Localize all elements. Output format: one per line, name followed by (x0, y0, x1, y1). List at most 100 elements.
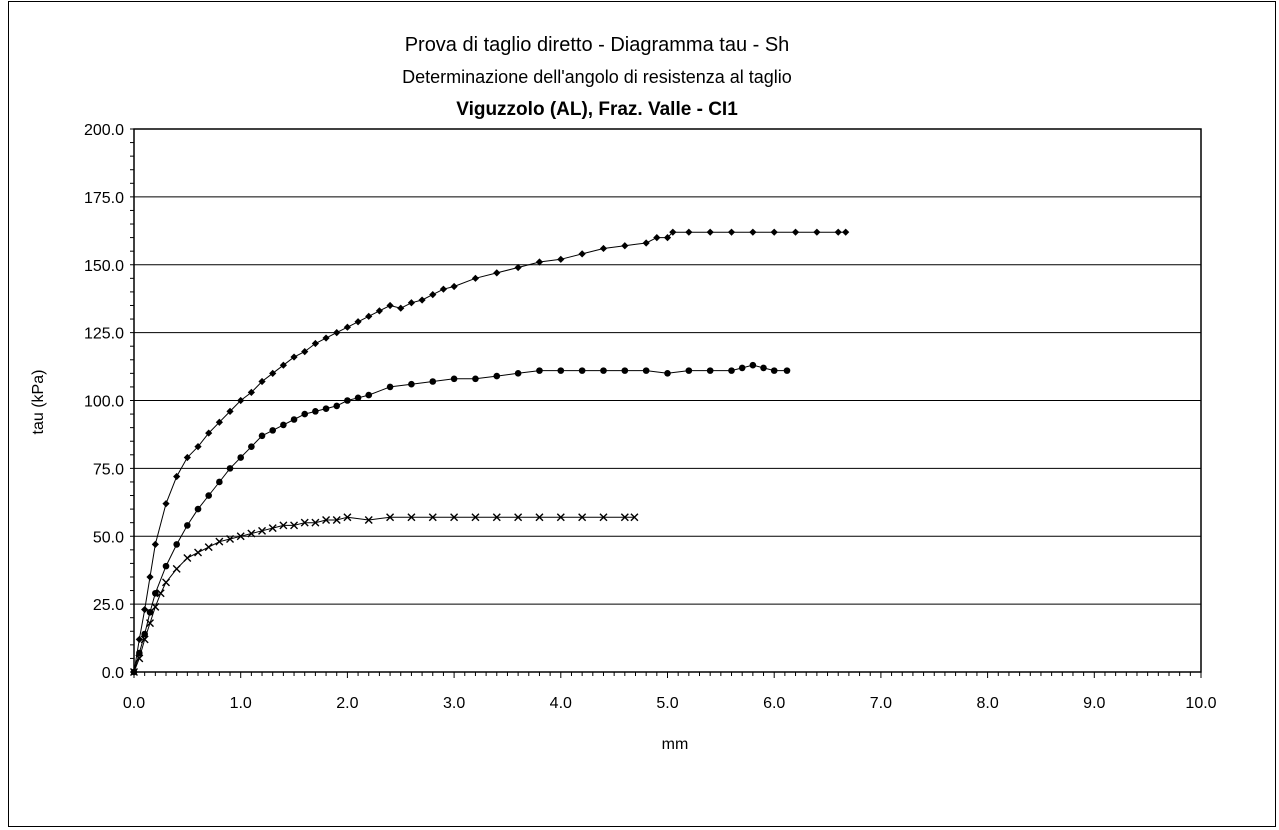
plot-area-border (133, 128, 1202, 673)
data-point (332, 515, 341, 524)
data-point (450, 282, 458, 291)
data-point (429, 378, 437, 385)
data-point (343, 513, 352, 522)
data-point (258, 432, 266, 440)
y-axis-label: tau (kPa) (30, 370, 47, 435)
data-point (842, 228, 850, 236)
data-point (813, 228, 821, 236)
series-layer (130, 228, 850, 676)
data-point (301, 410, 309, 418)
data-point (557, 367, 565, 374)
data-point (728, 367, 735, 374)
data-point (664, 370, 671, 377)
data-point (194, 548, 203, 557)
data-point (760, 364, 767, 372)
data-point (429, 291, 437, 299)
data-point (386, 383, 394, 391)
data-point (146, 608, 154, 616)
data-point (162, 578, 171, 587)
data-point (311, 518, 320, 527)
data-point (151, 540, 159, 548)
data-point (365, 391, 373, 399)
data-point (194, 505, 202, 513)
data-point (215, 418, 223, 426)
axes (130, 128, 1202, 678)
data-point (599, 244, 608, 253)
data-point (247, 388, 255, 396)
data-point (311, 339, 319, 348)
data-point (269, 369, 277, 377)
y-tick-label: 150.0 (84, 258, 124, 275)
data-point (322, 405, 330, 412)
x-tick-label: 8.0 (976, 695, 998, 712)
data-point (226, 407, 234, 415)
series-1 (130, 228, 850, 676)
x-tick-label: 2.0 (336, 695, 358, 712)
data-point (706, 367, 714, 374)
x-axis-label: mm (662, 736, 689, 753)
y-tick-label: 0.0 (102, 665, 124, 682)
data-point (141, 605, 149, 614)
data-point (322, 515, 331, 524)
data-point (268, 524, 277, 533)
data-point (162, 500, 170, 508)
x-tick-label: 9.0 (1083, 695, 1105, 712)
data-point (301, 348, 309, 356)
data-point (226, 465, 234, 472)
data-point (408, 380, 415, 388)
data-point (183, 453, 191, 462)
data-point (194, 443, 202, 451)
x-tick-label: 6.0 (763, 695, 785, 712)
data-point (472, 375, 479, 383)
data-point (312, 408, 319, 415)
data-point (600, 367, 607, 374)
data-point (492, 513, 501, 522)
data-point (653, 234, 661, 242)
data-point (450, 513, 459, 522)
data-point (205, 492, 212, 499)
y-tick-label: 75.0 (93, 461, 124, 478)
data-point (146, 573, 154, 581)
data-point (152, 589, 159, 597)
data-point (215, 537, 224, 546)
data-point (375, 307, 384, 315)
x-tick-label: 7.0 (870, 695, 892, 712)
data-point (386, 513, 395, 522)
data-point (322, 334, 330, 342)
data-point (536, 367, 543, 374)
data-point (248, 443, 255, 450)
data-point (621, 242, 629, 250)
series-line (133, 231, 846, 673)
x-tick-label: 3.0 (443, 695, 465, 712)
data-point (290, 416, 298, 423)
data-point (344, 397, 351, 404)
data-point (172, 564, 181, 573)
data-point (333, 329, 341, 337)
data-point (791, 228, 800, 236)
data-point (184, 522, 191, 529)
x-tick-label: 0.0 (123, 695, 145, 712)
chart-svg: Prova di taglio diretto - Diagramma tau … (30, 34, 1217, 753)
chart-subtitle: Determinazione dell'angolo di resistenza… (402, 67, 792, 87)
y-tick-label: 25.0 (93, 597, 124, 614)
x-tick-label: 1.0 (230, 695, 252, 712)
data-point (535, 513, 544, 522)
data-point (354, 394, 362, 402)
x-tick-labels: 0.0 1.0 2.0 3.0 4.0 5.0 6.0 7.0 8.0 9.0 10.0 (123, 695, 1217, 712)
data-point (749, 361, 757, 369)
data-point (354, 318, 362, 326)
data-point (706, 228, 714, 236)
data-point (514, 513, 523, 522)
data-point (156, 589, 165, 598)
y-tick-label: 100.0 (84, 394, 124, 411)
data-point (578, 250, 586, 258)
data-point (183, 553, 192, 562)
data-point (834, 228, 842, 236)
data-point (130, 668, 138, 676)
data-point (578, 367, 586, 374)
data-point (236, 532, 245, 541)
data-point (599, 513, 608, 522)
data-point (300, 518, 309, 527)
data-point (135, 635, 143, 644)
data-point (343, 323, 351, 331)
